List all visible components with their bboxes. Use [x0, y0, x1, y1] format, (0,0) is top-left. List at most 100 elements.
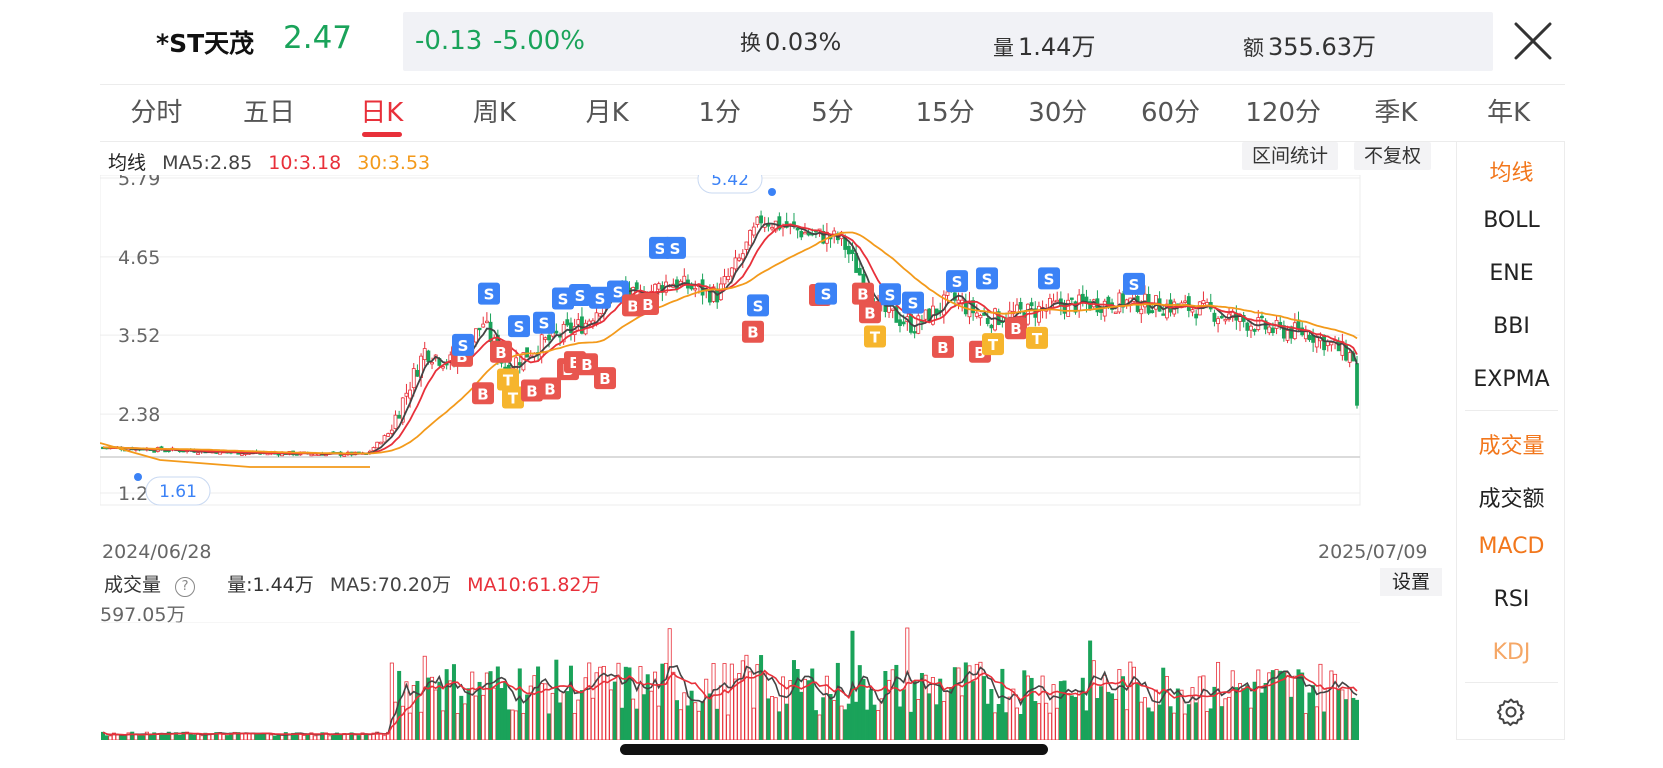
candle-body	[1249, 325, 1253, 331]
candle-body	[799, 231, 804, 238]
signal-badge-bg	[864, 325, 886, 348]
indicator-boll[interactable]: BOLL	[1483, 208, 1540, 233]
volume-bar	[400, 705, 405, 740]
tab-0[interactable]: 分时	[130, 98, 183, 128]
signal-badge-b: B	[742, 320, 764, 343]
indicator-rsi[interactable]: RSI	[1493, 587, 1530, 612]
candle-body	[481, 323, 486, 328]
volume-title: 成交量?	[104, 574, 205, 597]
tab-11[interactable]: 季K	[1374, 98, 1418, 128]
volume-bar	[1318, 663, 1323, 740]
indicator-macd[interactable]: MACD	[1478, 534, 1545, 559]
indicator-volume[interactable]: 成交量	[1478, 434, 1545, 459]
volume-bar	[583, 677, 588, 740]
indicator-amount[interactable]: 成交额	[1478, 487, 1545, 512]
tab-10[interactable]: 120分	[1245, 98, 1322, 128]
tab-1[interactable]: 五日	[243, 98, 296, 128]
turnover-stat: 换 0.03%	[740, 27, 841, 57]
volume-bar	[887, 679, 892, 740]
candle-body	[693, 288, 698, 291]
kline-chart[interactable]: 5.794.653.522.381.245.421.61BSBSBTTSBSBS…	[100, 175, 1445, 535]
candle-body	[1066, 299, 1071, 317]
candle-body	[196, 452, 200, 455]
volume-bar	[1274, 669, 1279, 740]
volume-bar	[1241, 688, 1246, 740]
indicator-ma[interactable]: 均线	[1489, 161, 1534, 186]
volume-bar	[751, 707, 756, 740]
tab-12[interactable]: 年K	[1487, 98, 1531, 128]
tab-8[interactable]: 30分	[1028, 98, 1088, 128]
candle-body	[400, 397, 405, 423]
volume-bar	[1124, 709, 1129, 740]
range-stats-button[interactable]: 区间统计	[1242, 142, 1339, 170]
candle-body	[1216, 318, 1220, 325]
volume-bar	[755, 664, 760, 740]
period-tabs: 分时 五日 日K 周K 月K 1分 5分 15分 30分 60分 120分 季K 年K	[100, 84, 1565, 142]
candle-body	[1113, 311, 1118, 314]
signal-badge-bg	[742, 320, 764, 343]
candle-body	[1336, 340, 1341, 352]
tab-9[interactable]: 60分	[1140, 98, 1201, 128]
signal-badge-bg	[521, 379, 543, 402]
candle-body	[1322, 334, 1326, 351]
candle-body	[711, 286, 716, 302]
price-tick: 2.38	[118, 404, 160, 426]
candle-body	[923, 309, 928, 320]
help-icon[interactable]: ?	[175, 577, 196, 597]
indicator-expma[interactable]: EXPMA	[1473, 367, 1550, 392]
signal-badge-label: B	[456, 348, 467, 366]
tab-4[interactable]: 月K	[585, 98, 629, 128]
volume-bar	[1007, 696, 1012, 740]
candle-body	[477, 327, 482, 331]
volume-bar	[1047, 712, 1052, 740]
volume-bar	[711, 663, 716, 740]
volume-bar	[1073, 696, 1078, 740]
volume-bar	[883, 670, 888, 740]
volume-bar	[130, 731, 135, 740]
volume-bar	[309, 732, 314, 740]
volume-chart[interactable]	[100, 622, 1445, 740]
volume-bar	[294, 732, 299, 740]
volume-bar	[441, 710, 446, 740]
tab-5[interactable]: 1分	[698, 98, 742, 128]
volume-bar	[126, 732, 131, 740]
candle-body	[371, 447, 376, 451]
candle-body	[748, 230, 753, 246]
signal-badge-b: B	[932, 335, 954, 358]
tab-7[interactable]: 15分	[915, 98, 975, 128]
candle-body	[1117, 292, 1122, 313]
indicator-bbi[interactable]: BBI	[1493, 314, 1530, 339]
volume-bar	[1186, 704, 1191, 740]
volume-bar	[422, 655, 427, 740]
signal-badge-label: S	[575, 287, 586, 305]
gear-icon[interactable]	[1496, 697, 1526, 727]
volume-bar	[382, 735, 387, 740]
candle-body	[912, 331, 917, 334]
volume-bar	[419, 711, 424, 740]
indicator-ene[interactable]: ENE	[1489, 261, 1534, 286]
volume-bar	[1307, 692, 1312, 740]
tab-3[interactable]: 周K	[472, 98, 516, 128]
close-icon[interactable]	[1512, 20, 1554, 62]
volume-bar	[1080, 677, 1085, 740]
volume-ma10-line	[102, 669, 1358, 736]
indicator-kdj[interactable]: KDJ	[1492, 640, 1531, 665]
signal-badge-label: S	[885, 286, 896, 304]
volume-bar	[1018, 714, 1023, 740]
volume-bar	[1259, 692, 1264, 740]
volume-bar	[843, 709, 848, 740]
settings-button[interactable]: 设置	[1380, 568, 1443, 596]
candle-body	[598, 313, 603, 317]
no-adjust-button[interactable]: 不复权	[1354, 142, 1432, 170]
candle-body	[1267, 326, 1272, 334]
candle-body	[656, 283, 661, 290]
volume-bar	[967, 665, 972, 740]
volume-bar	[488, 671, 493, 740]
tab-6[interactable]: 5分	[811, 98, 854, 128]
turnover-value: 0.03%	[765, 28, 842, 56]
tab-2[interactable]: 日K	[325, 85, 438, 141]
candle-body	[408, 389, 413, 399]
volume-bar	[620, 707, 625, 740]
volume-bar	[415, 680, 420, 740]
volume-bar	[155, 734, 160, 740]
